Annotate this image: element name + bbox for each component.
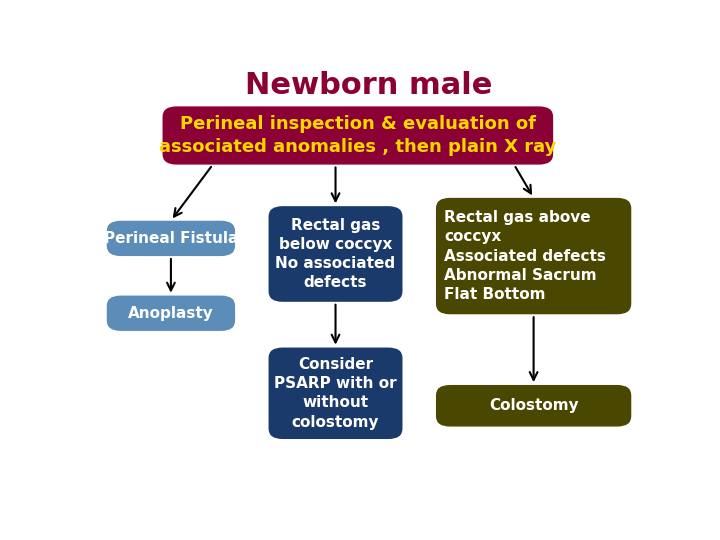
- FancyBboxPatch shape: [436, 385, 631, 427]
- FancyBboxPatch shape: [269, 348, 402, 439]
- FancyBboxPatch shape: [163, 106, 553, 165]
- Text: Rectal gas above
coccyx
Associated defects
Abnormal Sacrum
Flat Bottom: Rectal gas above coccyx Associated defec…: [444, 210, 606, 302]
- Text: Newborn male: Newborn male: [246, 71, 492, 100]
- Text: Anoplasty: Anoplasty: [128, 306, 214, 321]
- FancyBboxPatch shape: [436, 198, 631, 314]
- Text: Colostomy: Colostomy: [489, 399, 578, 413]
- Text: Rectal gas
below coccyx
No associated
defects: Rectal gas below coccyx No associated de…: [276, 218, 395, 291]
- Text: Perineal inspection & evaluation of
associated anomalies , then plain X ray: Perineal inspection & evaluation of asso…: [159, 115, 557, 156]
- Text: Perineal Fistula: Perineal Fistula: [104, 231, 238, 246]
- Text: Consider
PSARP with or
without
colostomy: Consider PSARP with or without colostomy: [274, 357, 397, 430]
- FancyBboxPatch shape: [269, 206, 402, 302]
- FancyBboxPatch shape: [107, 221, 235, 256]
- FancyBboxPatch shape: [107, 295, 235, 331]
